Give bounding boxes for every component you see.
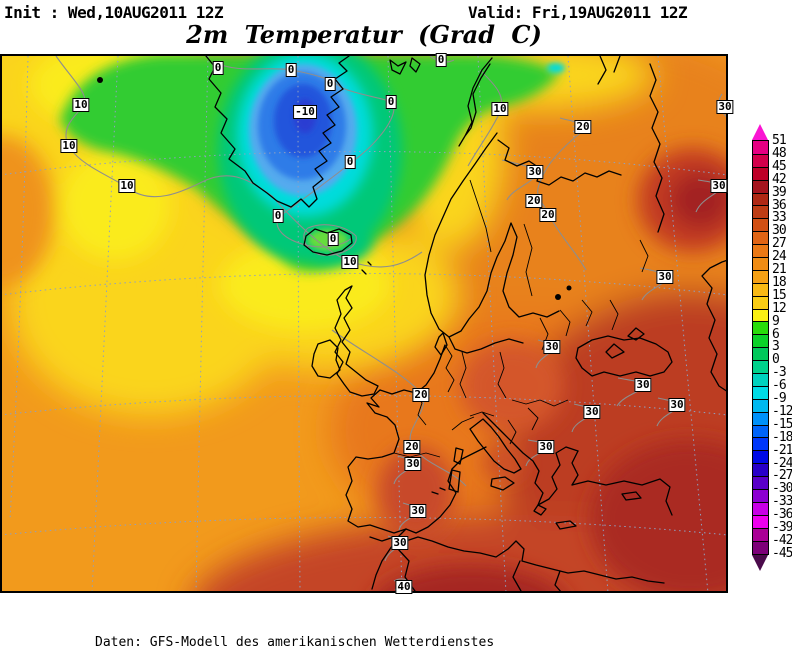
colorbar-segment [753,437,768,451]
colorbar-segment [753,385,768,399]
colorbar-segment [753,424,768,438]
colorbar-segment [753,141,768,154]
valid-time-label: Valid: Fri,19AUG2011 12Z [468,3,688,22]
footer-data-source: Daten: GFS-Modell des amerikanischen Wet… [95,635,495,648]
colorbar-tick: -45 [772,545,792,561]
colorbar-tick: 48 [772,145,787,161]
colorbar-tick: -3 [772,365,787,381]
colorbar-segment [753,347,768,361]
colorbar-segment [753,295,768,309]
colorbar-segment [753,360,768,374]
colorbar-tick: 15 [772,287,787,303]
colorbar-segment [753,334,768,348]
colorbar-tick: 33 [772,210,787,226]
colorbar-segment [753,205,768,219]
colorbar-arrow-down [752,554,768,571]
colorbar-tick: -42 [772,532,792,548]
colorbar-tick: -39 [772,520,792,535]
colorbar-segment [753,192,768,206]
colorbar-boxes [752,140,769,555]
colorbar-arrow-up [752,124,768,140]
colorbar-tick: 12 [772,300,787,316]
colorbar-segment [753,398,768,412]
colorbar-tick: -21 [772,442,792,458]
colorbar-segment [753,218,768,232]
colorbar-segment [753,450,768,464]
colorbar-segment [753,257,768,270]
colorbar-tick: 27 [772,236,787,252]
colorbar-tick: 0 [772,352,780,368]
colorbar-tick: 3 [772,339,780,355]
colorbar-segment [753,463,768,477]
colorbar-segment [753,514,768,528]
colorbar-segment [753,269,768,283]
temperature-map-canvas [0,54,728,593]
colorbar-tick: 24 [772,249,787,265]
colorbar-tick: 39 [772,184,787,200]
colorbar-tick: 9 [772,313,780,329]
temperature-map [0,54,728,593]
coastlines [205,55,728,593]
colorbar-tick: -24 [772,455,792,471]
colorbar-tick: 45 [772,158,787,174]
colorbar-segment [753,244,768,258]
colorbar-tick: -18 [772,429,792,445]
colorbar-tick: -30 [772,481,792,497]
colorbar-tick: 42 [772,171,787,187]
colorbar-segment [753,282,768,296]
init-time-label: Init : Wed,10AUG2011 12Z [4,3,224,22]
graticule [0,55,728,593]
colorbar-tick: -6 [772,378,787,394]
map-title: 2m Temperatur (Grad C) [186,20,542,49]
colorbar-segment [753,166,768,180]
header: Init : Wed,10AUG2011 12Z Valid: Fri,19AU… [0,3,792,22]
colorbar-tick: 30 [772,223,787,239]
colorbar-segment [753,308,768,322]
colorbar-tick: 18 [772,274,787,290]
colorbar-tick: 21 [772,262,787,277]
colorbar-segment [753,411,768,425]
country-borders [393,179,649,458]
temperature-field [0,54,728,593]
colorbar-tick: -33 [772,494,792,510]
colorbar-segment [753,501,768,515]
colorbar-segment [753,489,768,502]
footer: Daten: GFS-Modell des amerikanischen Wet… [95,602,494,648]
lakes [97,77,572,300]
colorbar-segment [753,373,768,386]
colorbar-segment [753,527,768,541]
colorbar-tick: 36 [772,197,787,213]
colorbar-segment [753,476,768,490]
colorbar-tick: -36 [772,507,792,523]
colorbar-segment [753,231,768,245]
colorbar-segment [753,321,768,335]
map-frame [0,54,728,593]
colorbar-tick: -9 [772,391,787,406]
colorbar-segment [753,540,768,554]
colorbar-segment [753,179,768,193]
color-scale: 51 48 45 42 39 36 33 30 27 24 21 18 15 12 9 6 3 0 -3 -6 -9 -1… [752,124,792,571]
colorbar-tick: -27 [772,468,792,484]
colorbar-tick: 6 [772,326,780,342]
colorbar-tick: -12 [772,403,792,419]
colorbar-tick: 51 [772,133,787,148]
colorbar-segment [753,153,768,167]
colorbar-tick: -15 [772,416,792,432]
